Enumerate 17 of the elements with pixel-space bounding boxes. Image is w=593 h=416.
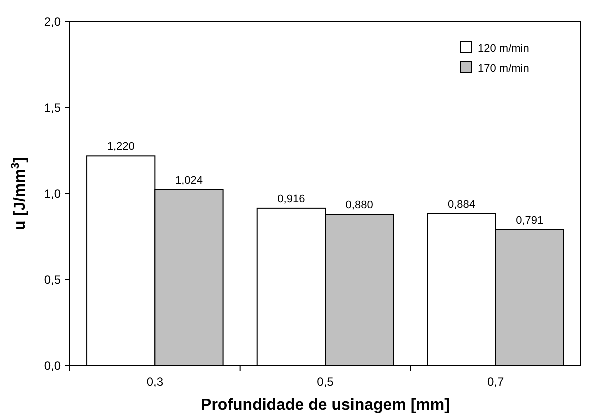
y-tick-label: 1,5 bbox=[44, 101, 62, 116]
x-tick-label: 0,3 bbox=[146, 375, 164, 389]
data-label: 1,220 bbox=[107, 141, 135, 154]
y-tick-label: 1,0 bbox=[44, 187, 62, 202]
legend-label: 170 m/min bbox=[478, 63, 530, 75]
data-label: 1,024 bbox=[175, 174, 203, 187]
data-label: 0,916 bbox=[278, 193, 306, 206]
y-tick-label: 2,0 bbox=[44, 15, 62, 30]
y-tick-label: 0,0 bbox=[44, 359, 62, 374]
data-label: 0,791 bbox=[516, 214, 544, 227]
x-tick-label: 0,5 bbox=[317, 375, 334, 389]
legend-label: 120 m/min bbox=[478, 43, 530, 55]
data-label: 0,880 bbox=[346, 200, 374, 212]
x-axis-title: Profundidade de usinagem [mm] bbox=[201, 397, 450, 414]
x-tick-label: 0,7 bbox=[487, 375, 504, 389]
data-label: 0,884 bbox=[448, 198, 476, 211]
y-tick-label: 0,5 bbox=[44, 273, 62, 288]
